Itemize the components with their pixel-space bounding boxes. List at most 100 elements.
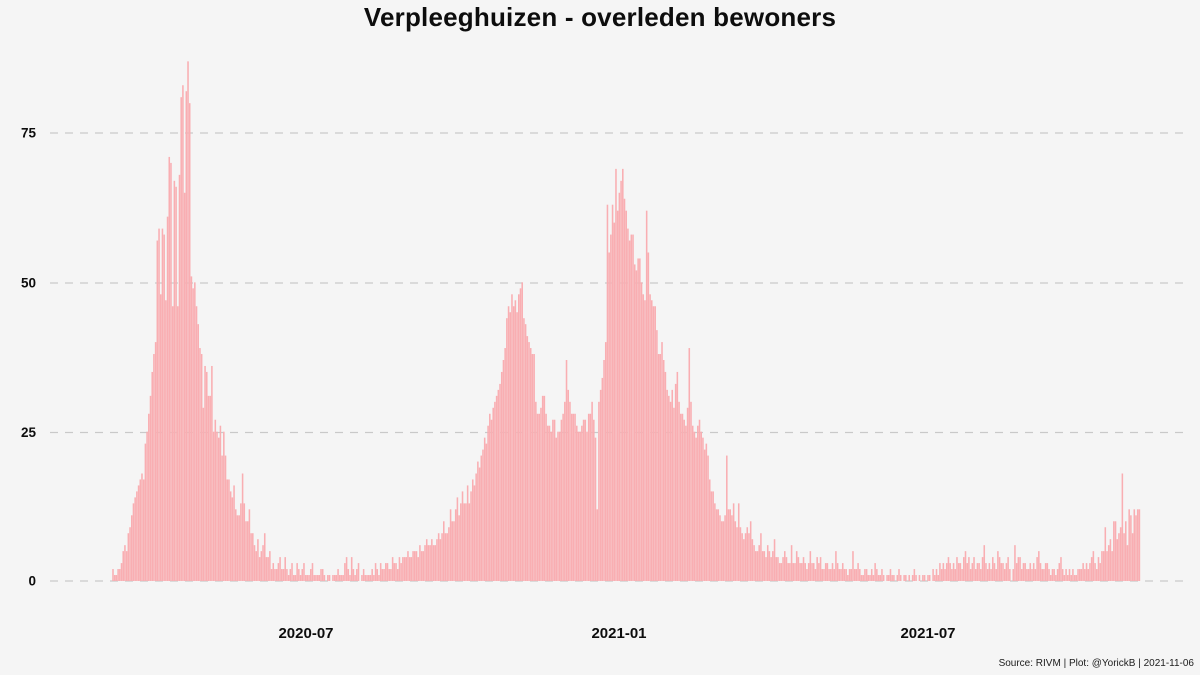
bar (236, 515, 239, 581)
bar (847, 575, 849, 581)
bar (342, 575, 344, 581)
bar (824, 563, 827, 581)
bar (337, 569, 339, 581)
bar (211, 365, 213, 581)
bar (1007, 557, 1009, 581)
bars-series (112, 61, 1141, 582)
bar (185, 91, 188, 582)
bar (823, 569, 825, 581)
bar (1026, 569, 1028, 581)
bar (402, 557, 404, 581)
bar (255, 551, 257, 581)
bar (388, 569, 390, 581)
bar (395, 563, 397, 581)
bar (927, 575, 929, 581)
bar (922, 575, 924, 581)
bar (188, 103, 191, 581)
bar (400, 563, 402, 581)
bar (859, 569, 861, 581)
bar (234, 509, 237, 581)
bar (350, 557, 353, 581)
bar (1061, 569, 1064, 581)
bar (483, 437, 486, 581)
bar (986, 569, 989, 581)
bar (146, 431, 148, 581)
bar (415, 551, 418, 581)
bar (376, 569, 379, 581)
bar (572, 413, 575, 581)
bar (243, 503, 246, 581)
bar (792, 563, 795, 581)
bar (860, 575, 863, 581)
bar (204, 365, 206, 581)
bar (940, 569, 943, 581)
bar (770, 557, 772, 581)
bar (934, 575, 936, 581)
bar (405, 557, 408, 581)
bar (1067, 575, 1069, 581)
bar (1077, 569, 1079, 581)
bar (1065, 569, 1067, 581)
bar (1136, 509, 1139, 581)
bar (959, 563, 962, 581)
bar (159, 294, 162, 581)
bar (997, 551, 999, 581)
bar (821, 569, 824, 581)
bar (260, 551, 263, 581)
bar (310, 569, 312, 581)
bar (1031, 569, 1033, 581)
bar (420, 551, 423, 581)
bar (785, 557, 788, 581)
bar (212, 431, 215, 581)
bar (778, 563, 781, 581)
bar (1012, 569, 1015, 581)
bar (1138, 509, 1141, 581)
bar (275, 569, 278, 581)
y-axis-tick-label: 50 (21, 276, 36, 291)
bar (1084, 569, 1086, 581)
bar (651, 300, 653, 581)
bar (736, 527, 738, 581)
bar (872, 575, 875, 581)
bar (545, 413, 547, 581)
bar (726, 455, 728, 581)
bar (265, 557, 268, 581)
bar (705, 443, 708, 581)
bar (616, 210, 619, 582)
bar (848, 569, 851, 581)
bar (1104, 527, 1107, 581)
bar (703, 449, 706, 581)
bar (727, 509, 730, 581)
bar (1056, 569, 1059, 581)
bar (373, 575, 375, 581)
bar (569, 401, 571, 581)
bar (119, 569, 121, 581)
bar (323, 575, 326, 581)
bar (599, 389, 602, 581)
bar (1102, 551, 1105, 581)
bar (468, 503, 471, 581)
bar (1126, 545, 1129, 581)
bar (690, 401, 692, 581)
bar (649, 294, 651, 581)
bar (475, 473, 477, 581)
bar (1019, 557, 1021, 581)
bar (702, 437, 704, 581)
bar (790, 545, 793, 581)
bar (1109, 539, 1112, 581)
bar (968, 557, 970, 581)
bar (949, 563, 951, 581)
bar (1017, 557, 1020, 581)
bar (812, 563, 815, 581)
bar (366, 575, 368, 581)
bar (129, 527, 131, 581)
bar (390, 569, 392, 581)
bar (620, 180, 622, 581)
bar (1058, 563, 1061, 581)
bar (115, 575, 118, 581)
bar (1072, 569, 1074, 581)
bar (870, 569, 873, 581)
bar (550, 431, 552, 581)
bar (535, 401, 537, 581)
bar (567, 389, 570, 581)
